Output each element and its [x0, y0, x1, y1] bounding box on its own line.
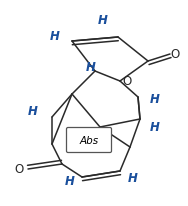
Text: H: H — [86, 61, 96, 74]
Text: H: H — [150, 121, 160, 134]
Text: O: O — [15, 163, 24, 176]
Text: H: H — [65, 174, 75, 187]
Text: O: O — [122, 75, 131, 88]
FancyBboxPatch shape — [67, 128, 111, 153]
Text: H: H — [28, 105, 38, 118]
Text: O: O — [170, 48, 179, 61]
Text: Abs: Abs — [80, 135, 99, 145]
Text: H: H — [128, 171, 138, 184]
Text: H: H — [98, 14, 108, 27]
Text: H: H — [150, 93, 160, 106]
Text: H: H — [50, 29, 60, 42]
